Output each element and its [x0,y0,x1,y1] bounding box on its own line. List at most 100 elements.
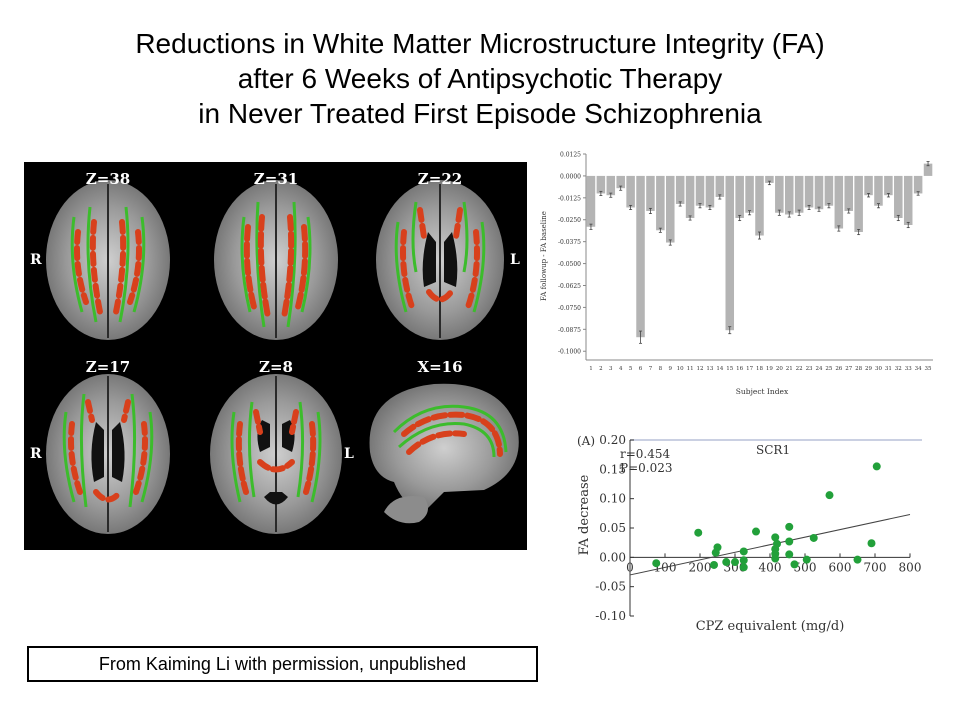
bar-mark [775,175,784,213]
scatter-point [739,563,748,572]
bar-x-tick-label: 7 [649,366,653,372]
scatter-y-tick-label: 0.00 [599,550,626,564]
scatter-stat-p: P=0.023 [620,461,672,475]
bar-chart-ylabel: FA followup - FA baseline [540,211,548,301]
bar-x-tick-label: 33 [905,366,912,372]
bar-x-tick-label: 21 [786,366,793,372]
brain-slice-x16 [369,383,519,524]
bar-x-tick-label: 24 [815,366,822,372]
bar-x-tick-label: 23 [806,366,813,372]
bar-x-tick-label: 4 [619,366,623,372]
scatter-y-tick-label: 0.20 [599,433,626,447]
credit-note: From Kaiming Li with permission, unpubli… [27,646,538,682]
bar-mark [606,175,616,196]
scatter-point [825,491,834,500]
brain-slice-z38 [46,180,170,340]
bar-mark [794,175,804,213]
slice-label: Z=38 [86,170,130,188]
bar-y-tick-label: 0.0000 [560,173,581,180]
bar-mark [586,175,596,227]
bar-mark [735,175,744,218]
bar-y-tick-label: -0.0500 [558,261,581,268]
bar-mark [725,175,735,331]
brain-slice-z22 [376,180,504,340]
bar-y-tick-label: -0.0625 [558,283,581,290]
brain-slice-z17 [46,374,170,534]
scatter-x-tick-label: 400 [759,560,782,574]
bar-y-tick-label: -0.0250 [558,217,581,224]
left-side-label: L [510,252,520,268]
scatter-point [710,560,718,569]
bar-x-tick-label: 18 [756,366,763,372]
bar-x-tick-label: 29 [865,366,872,372]
bar-x-tick-label: 28 [855,366,862,372]
brain-slice-z8 [210,374,342,534]
bar-mark [596,175,606,194]
bar-y-tick-label: -0.1000 [558,349,581,356]
scatter-point [853,555,862,564]
scatter-point [802,555,811,564]
scatter-y-tick-label: -0.05 [595,580,626,594]
bar-mark [874,175,883,206]
scatter-chart-svg: (A) r=0.454 P=0.023 SCR1 FA decrease CPZ… [577,433,922,634]
bar-y-tick-label: -0.0750 [558,305,581,312]
scatter-point [739,556,748,565]
scatter-y-tick-label: 0.05 [599,521,626,535]
bar-mark [894,175,903,218]
bar-x-tick-label: 32 [895,366,902,372]
bar-x-tick-label: 27 [845,366,852,372]
bar-mark [705,175,715,208]
slice-label: X=16 [417,358,462,376]
bar-x-tick-label: 19 [766,366,773,372]
bar-mark [854,175,863,233]
scatter-point [809,533,818,542]
left-side-label: L [344,446,354,462]
bar-x-tick-label: 3 [609,366,613,372]
scatter-point [872,462,881,471]
bar-mark [656,175,665,231]
bar-x-tick-label: 30 [875,366,882,372]
scatter-x-tick-label: 600 [829,560,852,574]
scatter-point [739,547,748,556]
bar-x-tick-label: 31 [885,366,892,372]
scatter-stat-r: r=0.454 [620,447,671,461]
bar-x-tick-label: 14 [716,366,723,372]
bar-x-tick-label: 25 [825,366,832,372]
bar-x-tick-label: 35 [925,366,932,372]
scatter-point [785,522,794,531]
bar-mark [695,175,705,206]
bar-x-tick-label: 17 [746,366,753,372]
scatter-point [785,550,794,559]
scatter-point [694,528,703,537]
bar-mark [755,175,764,236]
scatter-point [771,554,780,563]
bar-x-tick-label: 9 [669,366,673,372]
scatter-point [713,543,722,552]
scatter-y-tick-label: -0.10 [595,609,626,623]
title-line-2: after 6 Weeks of Antipsychotic Therapy [237,63,723,94]
bar-mark [765,175,774,183]
bar-mark [913,175,923,194]
bar-y-tick-label: -0.0125 [558,195,581,202]
bar-mark [814,175,824,210]
bar-mark [824,175,834,206]
bar-mark [685,175,695,218]
bar-chart-svg: FA followup - FA baseline Subject Index … [540,152,933,396]
brain-slices-figure: Z=38 Z=31 Z=22 Z=17 Z=8 X=16 R L R L [30,170,520,534]
slide-title: Reductions in White Matter Microstructur… [0,26,960,131]
bar-x-tick-label: 15 [726,366,733,372]
bar-x-tick-label: 11 [687,366,694,372]
brain-slice-z31 [214,180,338,340]
fa-change-bar-chart: FA followup - FA baseline Subject Index … [536,146,938,402]
right-side-label: R [30,446,42,462]
bar-x-tick-label: 22 [796,366,803,372]
scatter-y-tick-label: 0.10 [599,492,626,506]
bar-mark [626,175,635,208]
scatter-xlabel: CPZ equivalent (mg/d) [696,619,845,634]
scatter-point [722,558,731,567]
brain-slices-panel: Z=38 Z=31 Z=22 Z=17 Z=8 X=16 R L R L [24,162,527,550]
scatter-point [771,533,780,542]
bar-mark [884,175,893,196]
scatter-ylabel: FA decrease [577,474,592,555]
slice-label: Z=17 [86,358,130,376]
